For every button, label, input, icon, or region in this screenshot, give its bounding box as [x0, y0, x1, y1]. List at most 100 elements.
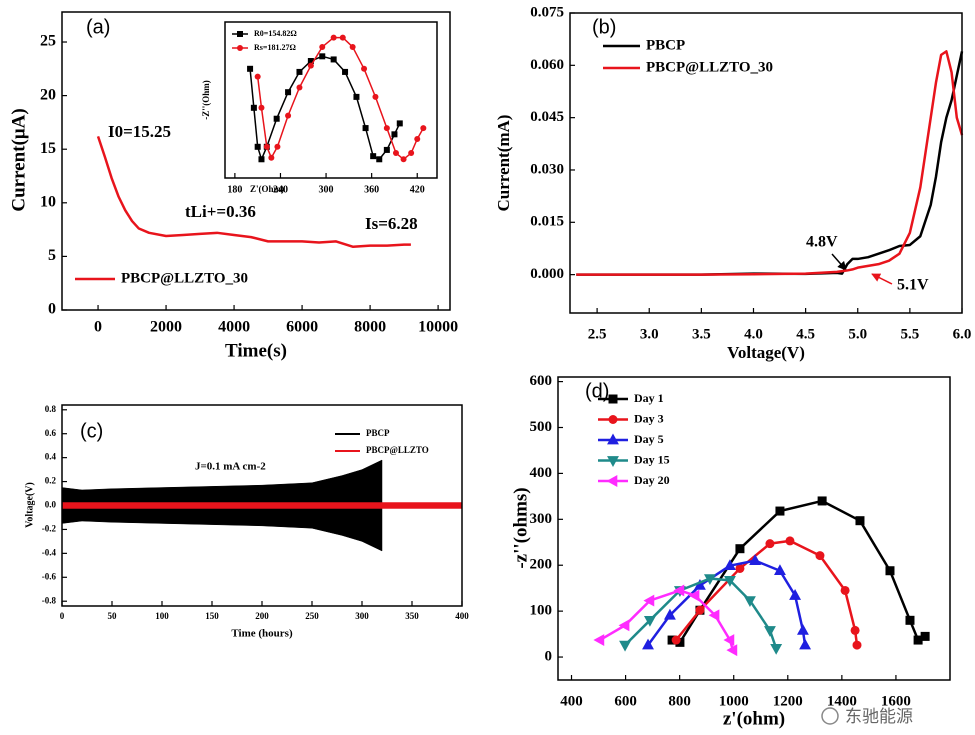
data-point: [391, 131, 398, 138]
data-point: [250, 104, 257, 111]
y-tick-label: 25: [40, 33, 56, 50]
data-point: [619, 640, 631, 652]
y-tick-label: 300: [530, 511, 553, 527]
series-line: [576, 51, 964, 276]
data-point: [855, 516, 865, 526]
data-point: [693, 578, 706, 590]
legend-label: Day 20: [634, 473, 670, 487]
x-tick-label: 8000: [354, 319, 386, 336]
x-tick-label: 4.5: [796, 326, 815, 342]
data-point: [688, 589, 700, 602]
x-tick-label: 2000: [150, 319, 182, 336]
data-point: [383, 125, 390, 132]
x-tick-label: 5.0: [848, 326, 867, 342]
annotation: J=0.1 mA cm-2: [195, 461, 266, 473]
x-tick-label: 800: [668, 693, 691, 709]
data-point: [796, 623, 809, 635]
legend-marker: [607, 433, 619, 445]
y-tick-label: 0: [48, 301, 56, 318]
data-point: [642, 638, 654, 650]
plot-frame: [557, 376, 951, 681]
data-point: [789, 589, 802, 600]
data-point: [247, 65, 254, 72]
panel-label: (a): [86, 16, 110, 38]
data-point: [749, 554, 762, 565]
legend-label: Day 3: [634, 411, 664, 425]
data-point: [905, 615, 915, 625]
x-tick-label: 240: [273, 184, 288, 195]
data-point: [799, 638, 812, 650]
x-tick-label: 6.0: [953, 326, 972, 342]
data-point: [850, 625, 860, 635]
x-tick-label: 350: [405, 611, 419, 621]
data-point: [296, 68, 303, 75]
y-tick-label: 0.0: [45, 500, 57, 510]
data-point: [342, 68, 349, 75]
x-tick-label: 5.5: [900, 326, 919, 342]
data-point: [744, 596, 756, 608]
data-point: [770, 644, 783, 655]
data-point: [735, 544, 745, 554]
y-tick-label: 0.2: [45, 476, 57, 486]
data-point: [361, 65, 368, 72]
legend-label: PBCP@LLZTO: [366, 445, 429, 455]
y-tick-label: 10: [40, 193, 56, 210]
data-point: [349, 43, 356, 50]
data-point: [408, 150, 415, 157]
x-tick-label: 180: [227, 184, 242, 195]
annotation: tLi+=0.36: [185, 202, 256, 221]
data-point: [414, 136, 421, 142]
y-tick-label: 0.060: [530, 57, 564, 73]
data-point: [774, 564, 786, 576]
data-point: [273, 115, 280, 122]
x-tick-label: 10000: [418, 319, 458, 336]
data-point: [319, 43, 326, 50]
data-point: [285, 89, 292, 96]
legend-label: Day 1: [634, 391, 664, 405]
y-axis-label: Current(μA): [8, 108, 29, 211]
y-tick-label: 0.045: [530, 109, 564, 125]
data-point: [268, 154, 275, 161]
data-point: [815, 551, 825, 561]
data-point: [353, 93, 360, 100]
y-axis-label: Voltage(V): [24, 482, 35, 528]
y-tick-label: 0.075: [530, 4, 564, 20]
y-tick-label: 5: [48, 247, 56, 264]
legend-label: R0=154.82Ω: [254, 29, 297, 38]
y-tick-label: -0.6: [42, 571, 57, 581]
legend-label: PBCP@LLZTO_30: [646, 59, 773, 75]
y-tick-label: 0.000: [530, 266, 564, 282]
x-tick-label: 1000: [719, 693, 749, 709]
data-point: [708, 609, 720, 622]
data-point: [663, 608, 676, 620]
data-point: [723, 576, 736, 587]
y-tick-label: 500: [530, 419, 553, 435]
legend-marker: [237, 31, 243, 37]
series-line: [624, 577, 778, 649]
x-tick-label: 3.0: [640, 326, 659, 342]
x-tick-label: 150: [205, 611, 219, 621]
x-tick-label: 1400: [827, 693, 857, 709]
x-axis-label: Time(s): [225, 340, 287, 361]
data-point: [643, 615, 656, 627]
x-tick-label: 200: [255, 611, 269, 621]
y-tick-label: 400: [530, 465, 553, 481]
plot-frame: [61, 404, 463, 607]
data-point: [593, 634, 605, 646]
data-point: [254, 143, 261, 150]
data-point: [307, 62, 314, 69]
arrow: [871, 273, 893, 285]
data-point: [765, 539, 775, 549]
y-axis-label: -Z''(Ohm): [201, 80, 211, 120]
x-tick-label: 3.5: [692, 326, 711, 342]
series-line: [576, 50, 964, 276]
data-point: [885, 566, 895, 576]
annotation: 4.8V: [806, 234, 838, 251]
x-tick-label: 1200: [773, 693, 803, 709]
x-tick-label: 50: [108, 611, 118, 621]
watermark-icon: [821, 707, 839, 725]
legend-label: Day 5: [634, 432, 664, 446]
data-point: [735, 563, 745, 573]
x-tick-label: 4000: [218, 319, 250, 336]
legend-label: PBCP: [646, 37, 685, 53]
